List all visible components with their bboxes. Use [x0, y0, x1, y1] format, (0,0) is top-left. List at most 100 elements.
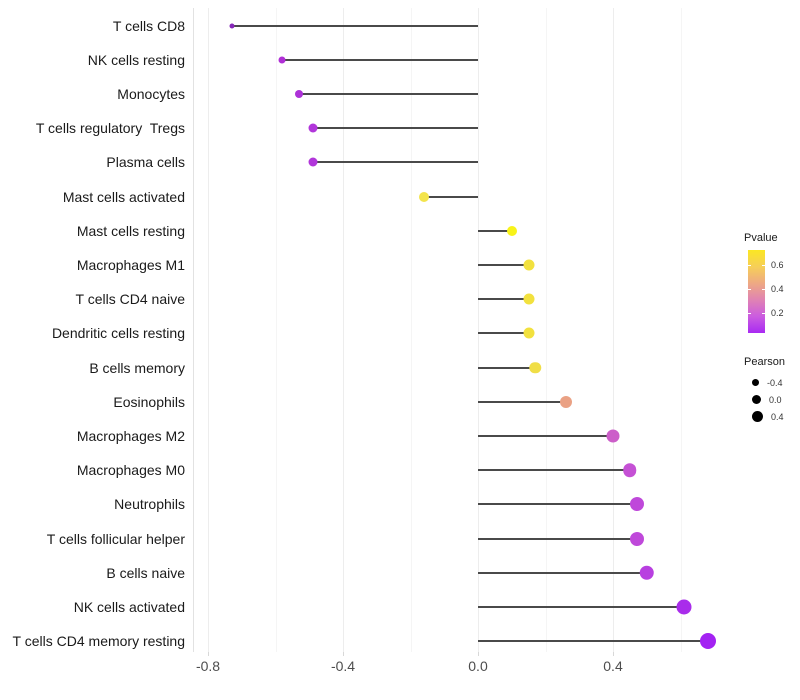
size-legend-entry: -0.4: [744, 374, 800, 391]
lollipop-dot: [419, 191, 429, 202]
size-legend-dot: [752, 411, 763, 422]
minor-gridline: [680, 8, 682, 652]
x-tick-label: 0.0: [468, 658, 488, 674]
category-label: Mast cells resting: [76, 222, 185, 239]
size-legend-dot: [752, 395, 761, 404]
lollipop-dot: [523, 293, 535, 305]
category-label: B cells memory: [89, 359, 185, 376]
lollipop-dot: [559, 395, 572, 408]
pvalue-legend: Pvalue 0.6 0.4 0.2: [744, 232, 800, 342]
lollipop-stem: [299, 92, 478, 95]
lollipop-dot: [699, 633, 716, 650]
x-tick-label: 0.4: [603, 658, 623, 674]
category-label: Eosinophils: [113, 393, 185, 410]
lollipop-dot: [229, 23, 235, 28]
lollipop-stem: [478, 503, 637, 506]
lollipop-dot: [523, 327, 535, 339]
lollipop-stem: [282, 58, 478, 61]
size-legend-entry: 0.4: [744, 408, 800, 425]
lollipop-dot: [506, 225, 517, 236]
size-legend-label: 0.0: [769, 394, 782, 405]
lollipop-stem: [478, 605, 684, 608]
lollipop-dot: [639, 565, 654, 580]
category-label: Neutrophils: [114, 496, 185, 513]
major-gridline: [208, 8, 209, 652]
x-axis-tick: [613, 652, 614, 656]
colorbar-tick: [762, 312, 765, 314]
lollipop-stem: [478, 434, 613, 437]
lollipop-stem: [478, 298, 529, 301]
lollipop-stem: [231, 24, 478, 27]
category-label: T cells CD8: [112, 17, 185, 34]
colorbar-tick: [762, 265, 765, 267]
size-legend-label: 0.4: [771, 411, 784, 422]
major-gridline: [613, 8, 614, 652]
pvalue-colorbar: [748, 250, 765, 333]
lollipop-stem: [478, 571, 647, 574]
lollipop-dot: [523, 259, 535, 271]
colorbar-tick: [748, 265, 751, 267]
lollipop-dot: [623, 463, 637, 477]
minor-gridline: [545, 8, 547, 652]
category-label: Plasma cells: [106, 154, 185, 171]
lollipop-dot: [308, 123, 318, 133]
category-label: Macrophages M2: [76, 427, 185, 444]
y-axis-line: [193, 8, 194, 652]
lollipop-dot: [295, 89, 304, 98]
colorbar-tick: [762, 289, 765, 291]
lollipop-stem: [478, 469, 630, 472]
x-tick-label: -0.8: [195, 658, 221, 674]
lollipop-stem: [478, 640, 708, 643]
category-label: Dendritic cells resting: [51, 325, 185, 342]
category-label: T cells regulatory Tregs: [35, 120, 185, 137]
minor-gridline: [275, 8, 277, 652]
lollipop-stem: [478, 400, 566, 403]
category-label: Macrophages M0: [76, 462, 185, 479]
category-label: NK cells resting: [87, 51, 185, 68]
colorbar-tick: [748, 289, 751, 291]
category-label: T cells follicular helper: [46, 530, 185, 547]
lollipop-stem: [312, 161, 478, 164]
major-gridline: [343, 8, 344, 652]
lollipop-stem: [478, 332, 529, 335]
colorbar-tick: [748, 312, 751, 314]
pearson-legend-title: Pearson: [744, 356, 785, 368]
category-label: B cells naive: [106, 564, 185, 581]
lollipop-stem: [478, 229, 512, 232]
size-legend-label: -0.4: [767, 377, 783, 388]
lollipop-dot: [606, 429, 620, 443]
x-axis-tick: [478, 652, 479, 656]
pearson-size-legend: Pearson -0.4 0.0 0.4: [744, 356, 800, 425]
lollipop-stem: [312, 127, 478, 130]
category-label: Macrophages M1: [76, 256, 185, 273]
category-label: Monocytes: [117, 85, 185, 102]
major-gridline: [478, 8, 479, 652]
lollipop-dot: [278, 56, 286, 64]
lollipop-stem: [478, 366, 536, 369]
lollipop-dot: [629, 531, 644, 546]
lollipop-stem: [424, 195, 478, 198]
lollipop-dot: [308, 157, 318, 167]
colorbar-tick-label: 0.2: [771, 307, 784, 318]
x-axis-tick: [343, 652, 344, 656]
pvalue-colorbar-wrap: 0.6 0.4 0.2: [744, 250, 800, 342]
minor-gridline: [410, 8, 412, 652]
pvalue-legend-title: Pvalue: [744, 232, 778, 244]
category-label: T cells CD4 memory resting: [12, 633, 185, 650]
size-legend-entry: 0.0: [744, 391, 800, 408]
size-legend-dot: [752, 379, 759, 386]
colorbar-tick-label: 0.4: [771, 284, 784, 295]
x-tick-label: -0.4: [330, 658, 356, 674]
category-label: T cells CD4 naive: [75, 291, 185, 308]
colorbar-tick-label: 0.6: [771, 260, 784, 271]
x-axis-tick: [208, 652, 209, 656]
lollipop-dot: [529, 361, 542, 374]
lollipop-stem: [478, 263, 529, 266]
lollipop-dot: [629, 497, 644, 512]
category-label: Mast cells activated: [62, 188, 185, 205]
category-label: NK cells activated: [73, 598, 185, 615]
lollipop-stem: [478, 537, 637, 540]
lollipop-dot: [676, 599, 692, 615]
